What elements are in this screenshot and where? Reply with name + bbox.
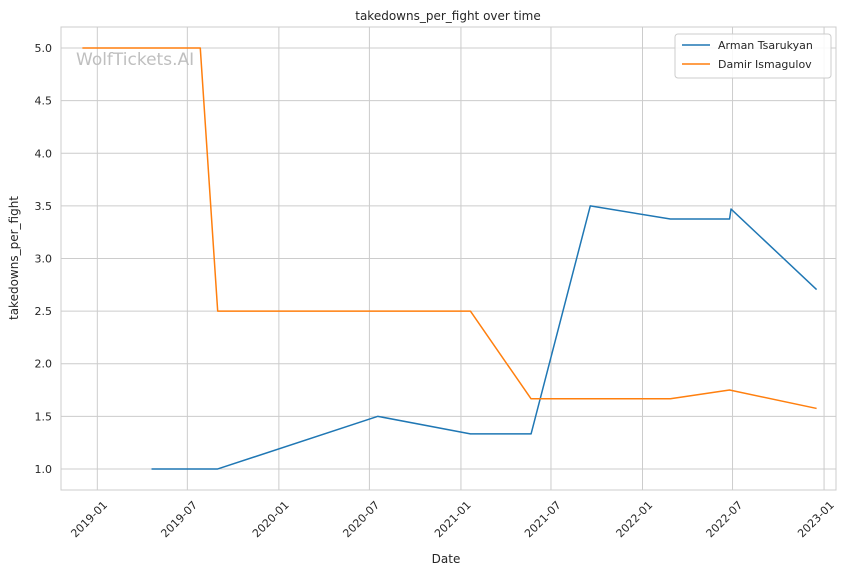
y-tick-label: 3.0 [35, 253, 53, 266]
grid [61, 27, 836, 490]
y-tick-label: 4.5 [35, 95, 53, 108]
plot-frame [60, 26, 837, 491]
y-tick-label: 2.0 [35, 358, 53, 371]
x-axis-title: Date [432, 552, 461, 566]
y-axis-title: takedowns_per_fight [7, 196, 21, 320]
legend-label-2: Damir Ismagulov [718, 58, 812, 71]
y-tick-label: 2.5 [35, 305, 53, 318]
chart-title: takedowns_per_fight over time [355, 9, 541, 23]
series-layer [82, 47, 818, 470]
series-line-2 [82, 47, 817, 410]
series-line-1 [151, 205, 818, 470]
y-tick-label: 3.5 [35, 200, 53, 213]
legend: Arman Tsarukyan Damir Ismagulov [674, 33, 832, 79]
legend-box [674, 33, 832, 79]
y-tick-label: 4.0 [35, 147, 53, 160]
watermark-text: WolfTickets.AI [76, 50, 194, 70]
y-tick-label: 1.5 [35, 410, 53, 423]
y-tick-label: 5.0 [35, 42, 53, 55]
legend-label-1: Arman Tsarukyan [718, 39, 813, 52]
y-tick-label: 1.0 [35, 463, 53, 476]
y-axis-ticks: 1.0 1.5 2.0 2.5 3.0 3.5 4.0 4.5 5.0 [35, 42, 53, 476]
